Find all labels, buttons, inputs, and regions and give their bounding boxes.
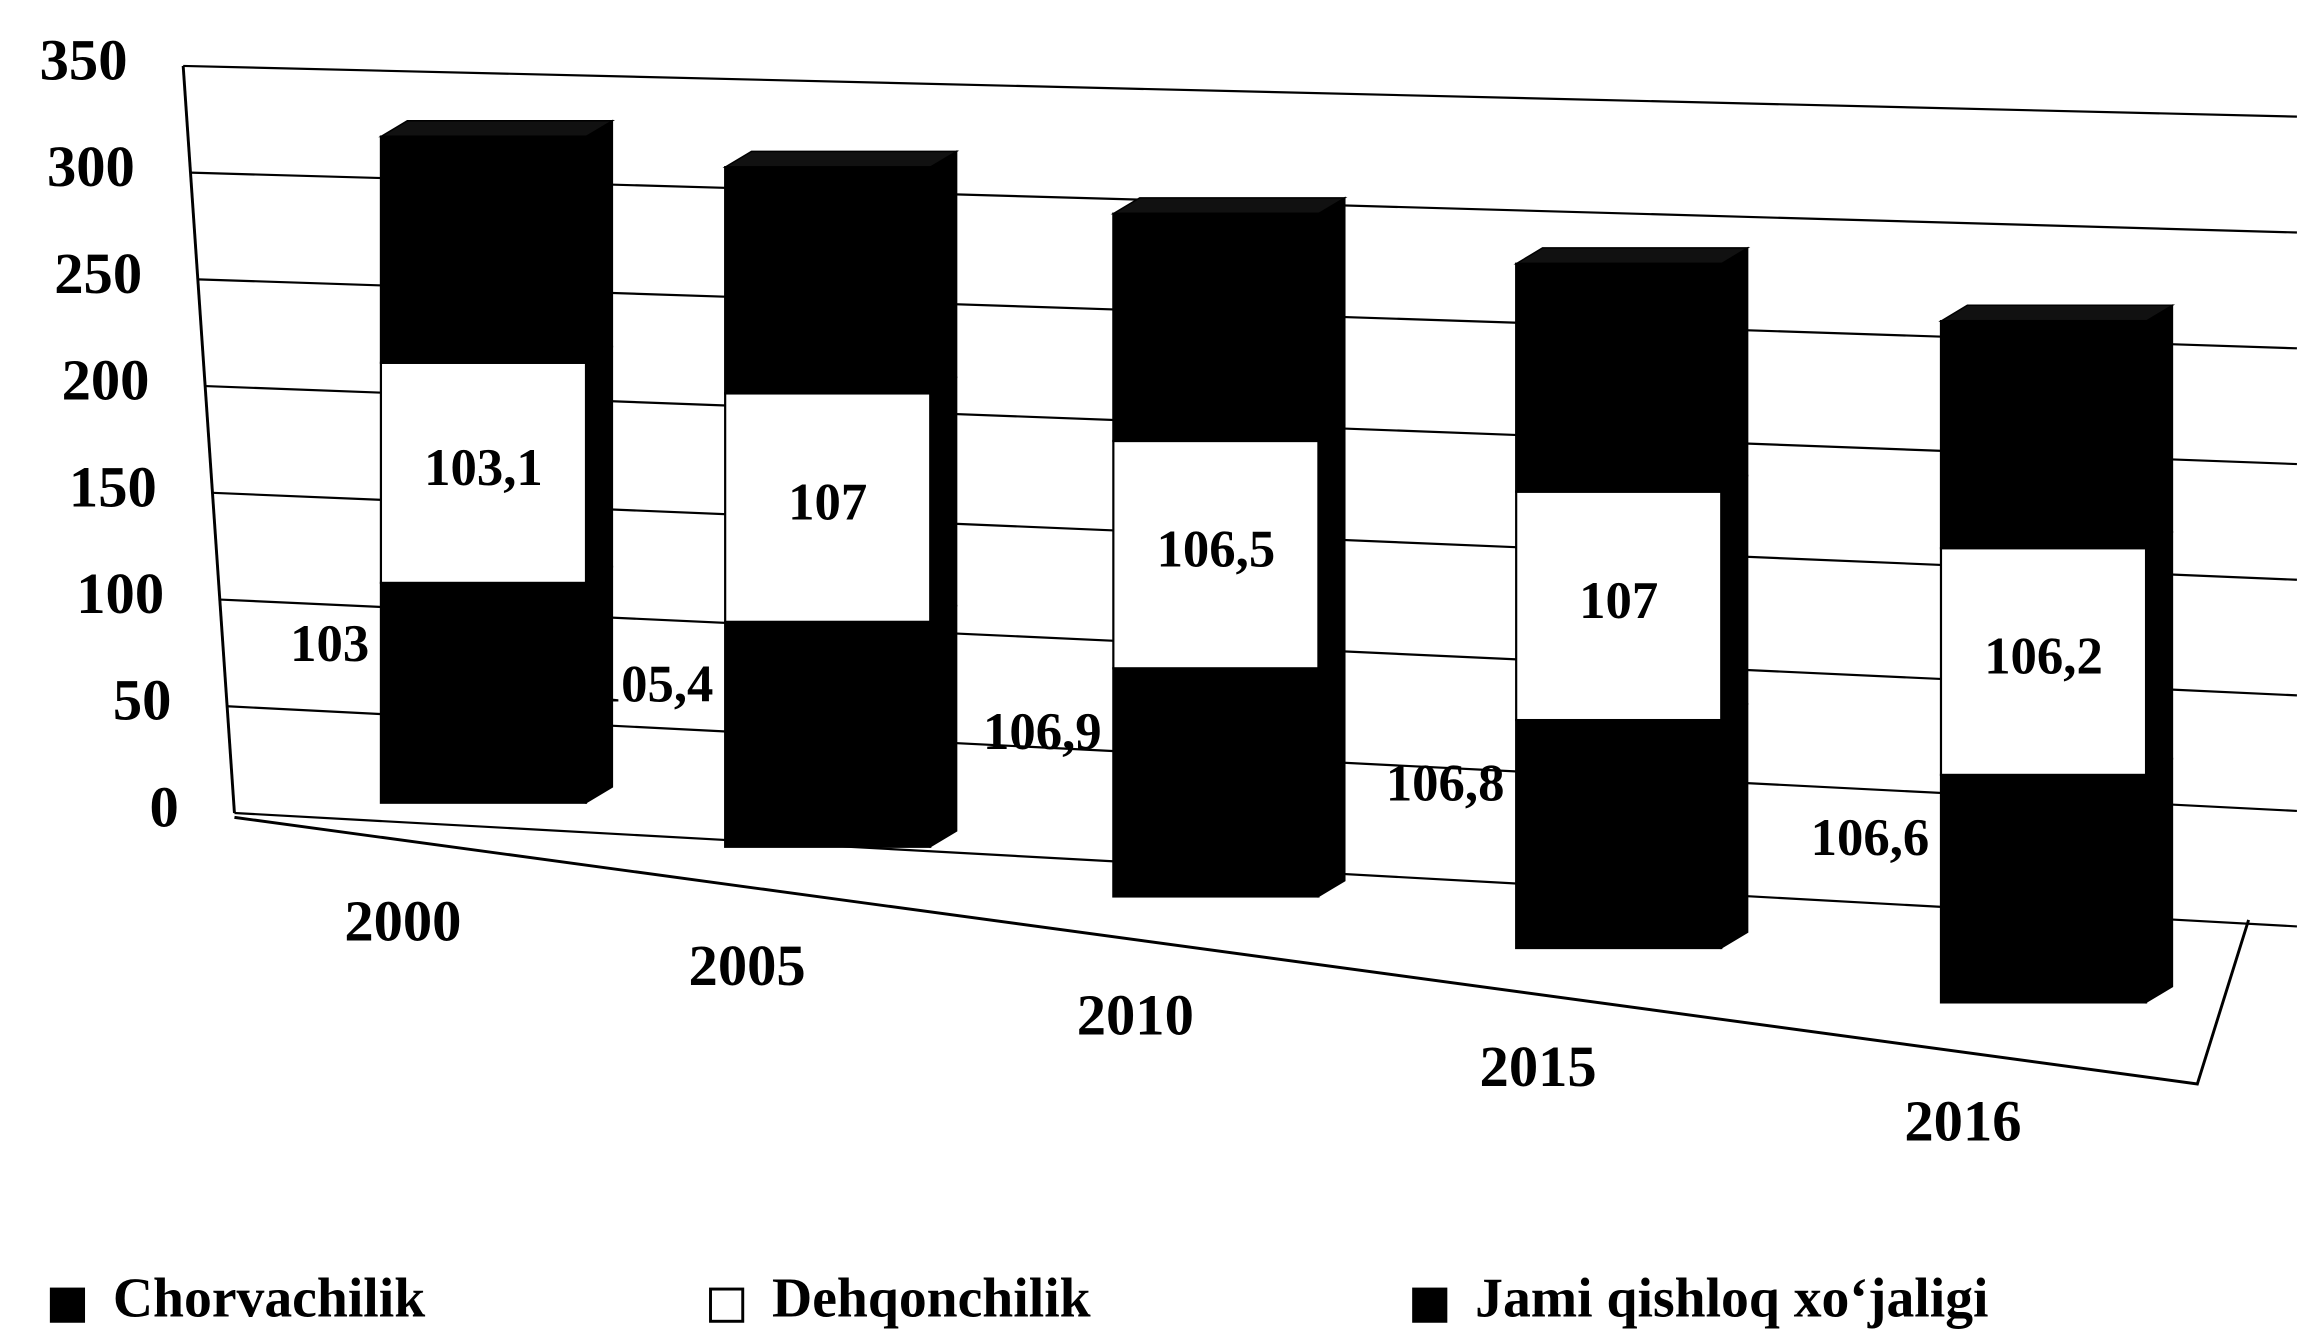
data-label: 107 (1579, 572, 1658, 630)
data-label: 105,4 (595, 655, 714, 713)
y-axis (181, 65, 236, 814)
x-tick-label: 2005 (689, 933, 806, 998)
legend-swatch (49, 1287, 86, 1323)
x-tick-label: 2000 (344, 889, 461, 954)
bar-segment (1112, 212, 1320, 443)
bar-segment (1515, 718, 1723, 950)
bar-side (1317, 196, 1346, 443)
y-tick-label: 200 (62, 348, 150, 413)
bar-segment (1939, 773, 2148, 1004)
legend-swatch (709, 1287, 745, 1323)
bar-segment (379, 135, 588, 364)
bar-side (2145, 531, 2174, 777)
bar-segment (724, 166, 932, 395)
bar-segment (1515, 262, 1723, 493)
legend-label: Dehqonchilik (772, 1267, 1091, 1329)
legend-swatch (1412, 1287, 1448, 1323)
data-label: 106,9 (983, 703, 1102, 761)
bar-segment (1112, 439, 1320, 670)
bar-top (378, 120, 616, 138)
data-label: 106,5 (1157, 521, 1276, 579)
x-tick-label: 2010 (1077, 982, 1194, 1047)
data-label: 107 (788, 474, 867, 532)
data-label: 106,6 (1811, 809, 1930, 867)
y-tick-label: 100 (76, 561, 164, 626)
bar-top (1513, 247, 1751, 265)
y-tick-label: 150 (69, 454, 157, 519)
bar-side (1720, 702, 1749, 950)
bar-side (1720, 474, 1749, 722)
y-tick-label: 0 (149, 774, 178, 839)
bar-side (929, 604, 958, 849)
bar-side (1720, 246, 1749, 493)
bar-side (2145, 303, 2174, 550)
bar-segment (724, 392, 932, 623)
data-label: 103,1 (424, 439, 543, 497)
bar-side (929, 376, 958, 624)
data-label: 103 (290, 615, 369, 673)
legend-label: Jami qishloq xo‘jaligi (1475, 1267, 1988, 1329)
data-label: 106,2 (1984, 628, 2103, 686)
x-tick-label: 2016 (1904, 1088, 2021, 1153)
y-tick-label: 350 (40, 27, 128, 92)
bar-top (1938, 304, 2176, 322)
bar-segment (724, 620, 932, 848)
bar-segment (379, 361, 588, 584)
grid-line (183, 64, 2297, 118)
bar-side (585, 119, 614, 365)
data-label: 106,8 (1386, 755, 1505, 813)
bar-side (1317, 651, 1346, 898)
bar-segment (379, 581, 588, 804)
legend-label: Chorvachilik (113, 1267, 425, 1329)
floor-edge (234, 815, 2250, 1086)
bar-side (1317, 423, 1346, 670)
x-tick-label: 2015 (1480, 1034, 1597, 1099)
bar-segment (1112, 667, 1320, 898)
bar-top (1110, 197, 1348, 215)
bar-top (722, 150, 960, 168)
bar-side (585, 345, 614, 585)
bar-segment (1939, 547, 2148, 776)
y-tick-label: 300 (47, 134, 135, 199)
bar-segment (1939, 319, 2148, 550)
y-tick-label: 50 (113, 668, 172, 733)
y-tick-label: 250 (54, 241, 142, 306)
bar-segment (1515, 490, 1723, 722)
bar-side (929, 150, 958, 395)
bar-side (2145, 757, 2174, 1004)
